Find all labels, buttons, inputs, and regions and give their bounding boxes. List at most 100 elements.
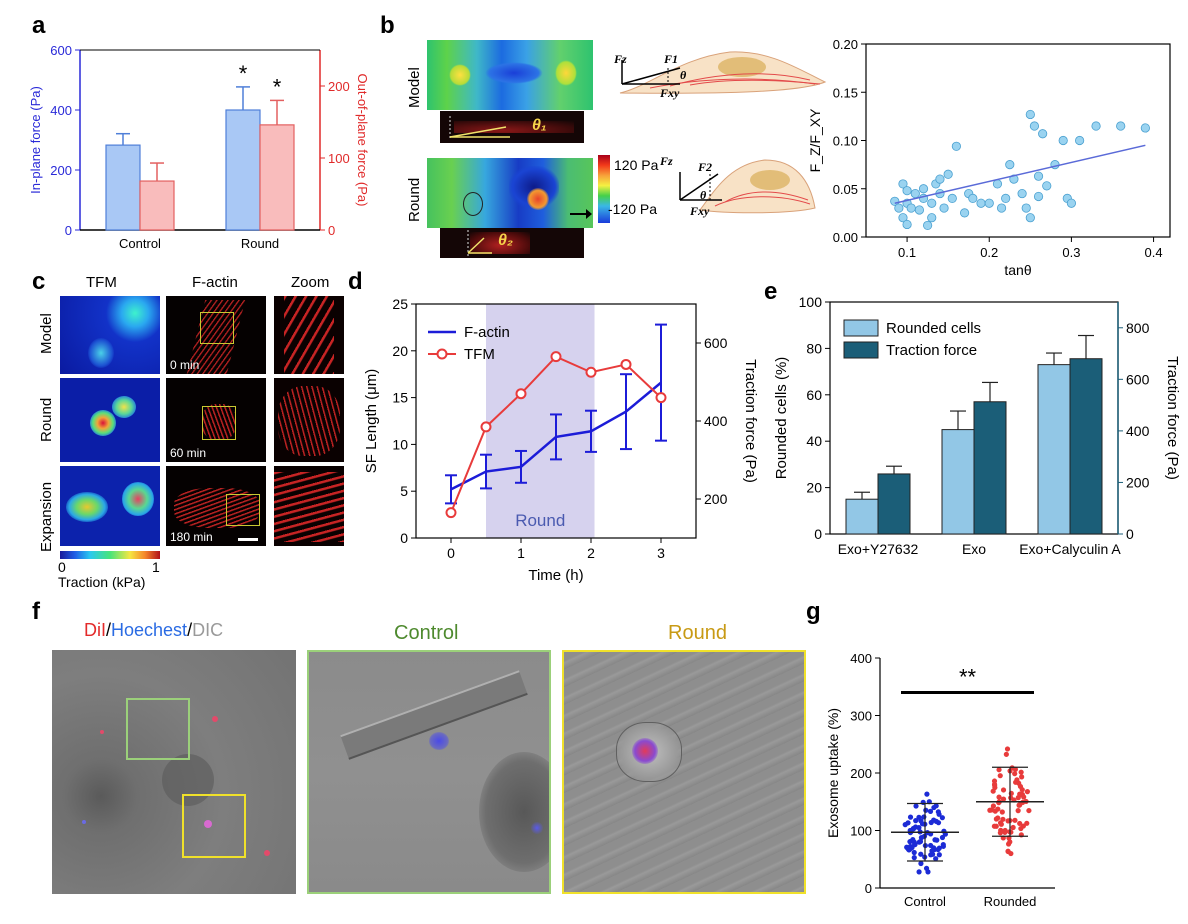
significance-star: * <box>239 61 248 86</box>
panel-b-row-model: Model <box>406 67 423 108</box>
tfm-colorbar <box>598 155 610 223</box>
col-label-factin: F-actin <box>192 274 238 291</box>
category-label: Rounded <box>984 894 1037 909</box>
tfm-image-model <box>60 296 160 374</box>
theta-label-model: θ <box>680 68 687 82</box>
tfm-marker <box>480 421 492 433</box>
data-point <box>1033 171 1044 181</box>
y-tick-label-right: 400 <box>704 413 728 429</box>
row-label-round: Round <box>38 397 55 442</box>
y-tick-label: 200 <box>850 766 872 781</box>
tick-label-right: 0 <box>328 223 335 238</box>
data-point <box>905 820 911 826</box>
data-point <box>947 193 957 203</box>
y-tick-label-left: 5 <box>400 483 408 499</box>
stain-legend: DiI/Hoechest/DIC <box>84 620 223 641</box>
bar <box>973 401 1007 535</box>
data-point <box>1010 824 1016 831</box>
y-tick-label-left: 10 <box>392 436 408 452</box>
factin-image-round: 60 min <box>166 378 266 462</box>
data-point <box>939 815 945 821</box>
data-point <box>959 208 970 218</box>
col-label-tfm: TFM <box>86 274 117 291</box>
data-point <box>996 203 1007 213</box>
legend-label: Traction force <box>886 342 977 359</box>
ylabel-left: In-plane force (Pa) <box>28 86 43 194</box>
data-point <box>1012 766 1019 772</box>
shaded-region-label: Round <box>515 511 565 530</box>
panel-label-a: a <box>32 12 46 39</box>
data-point <box>923 807 929 813</box>
ylabel-right: Traction force (Pa) <box>1164 356 1181 480</box>
y-tick-label-right: 400 <box>1126 423 1150 439</box>
data-point <box>997 773 1003 779</box>
data-point <box>1058 135 1068 146</box>
y-tick-label-left: 100 <box>799 294 823 310</box>
y-tick-label-left: 15 <box>392 390 408 406</box>
y-tick-label-left: 80 <box>806 340 822 356</box>
y-tick-label: 0.15 <box>833 85 858 100</box>
tfm-marker <box>550 351 562 363</box>
arrow-icon <box>570 209 592 219</box>
data-point <box>1015 808 1021 814</box>
bar <box>877 473 911 535</box>
data-point <box>933 803 939 809</box>
data-point <box>1009 174 1019 184</box>
xlabel: tanθ <box>1004 262 1031 278</box>
data-point <box>902 186 912 196</box>
row-label-expansion: Expansion <box>38 481 55 552</box>
zoom-image-round <box>274 378 344 462</box>
y-tick-label-right: 600 <box>704 335 728 351</box>
data-point <box>1018 769 1024 775</box>
bar <box>1069 358 1103 535</box>
y-tick-label-right: 0 <box>1126 526 1134 542</box>
time-label-0: 0 min <box>170 358 200 372</box>
panel-label-g: g <box>806 598 821 625</box>
data-point <box>943 169 953 179</box>
control-title: Control <box>394 622 459 644</box>
data-point <box>1017 188 1027 199</box>
data-point <box>932 837 938 843</box>
data-point <box>927 213 937 223</box>
panel-label-e: e <box>764 278 778 305</box>
data-point <box>918 860 924 867</box>
ylabel-right: Out-of-plane force (Pa) <box>355 74 370 207</box>
tfm-marker <box>515 388 527 400</box>
fxy-label-round: Fxy <box>690 204 710 218</box>
stain-hoechst: Hoechest <box>111 620 188 640</box>
x-tick-label: 2 <box>587 545 595 561</box>
x-tick-label: 0.3 <box>1062 245 1080 260</box>
data-point <box>993 823 999 829</box>
data-point <box>990 803 997 809</box>
data-point <box>1029 121 1040 131</box>
factin-line <box>450 381 662 491</box>
round-image <box>562 650 806 894</box>
data-point <box>1116 121 1126 131</box>
data-point <box>1021 203 1031 213</box>
y-tick-label-left: 25 <box>392 296 408 312</box>
y-tick-label: 100 <box>850 824 872 839</box>
stain-sep2: / <box>187 620 193 640</box>
data-point <box>913 803 919 809</box>
x-tick-label: 0 <box>447 545 455 561</box>
tick-label-right: 100 <box>328 151 350 166</box>
y-tick-label: 0.20 <box>833 37 858 52</box>
y-tick-label-right: 200 <box>704 491 728 507</box>
y-tick-label: 300 <box>850 709 872 724</box>
data-point <box>910 836 916 843</box>
fit-line <box>894 144 1146 204</box>
data-point <box>918 184 929 194</box>
chart-d: Round 0 5 10 15 20 25 200 400 600 0 1 2 3 F-actin TFM Ti… <box>363 296 759 584</box>
data-point <box>918 835 925 841</box>
data-point <box>993 816 999 822</box>
data-point <box>1019 774 1025 780</box>
data-point <box>1025 213 1035 223</box>
data-point <box>917 838 924 845</box>
y-tick-label: 0.00 <box>833 230 858 245</box>
bar <box>941 429 975 535</box>
data-point <box>1042 181 1052 191</box>
tick-label-right: 200 <box>328 79 350 94</box>
fxy-label-model: Fxy <box>660 86 680 100</box>
data-point <box>1026 807 1032 814</box>
data-point <box>914 205 925 215</box>
